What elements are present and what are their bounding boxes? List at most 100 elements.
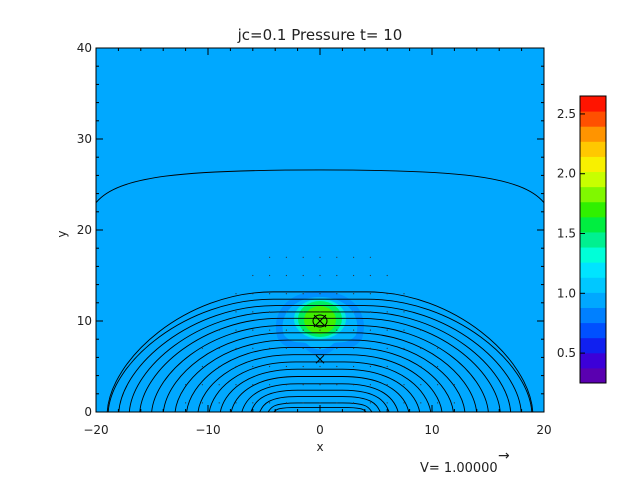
field-line [162,332,478,412]
vector-dot [201,347,203,349]
colorbar-swatch [580,292,606,308]
vector-dot [353,293,355,295]
vector-dot [403,329,405,331]
colorbar-swatch [580,216,606,233]
vector-dot [420,347,422,349]
chart-title: jc=0.1 Pressure t= 10 [237,26,403,44]
colorbar-swatch [580,186,606,203]
o-point-cross [313,314,327,328]
vector-dot [369,384,371,386]
vector-dot [285,402,287,404]
vector-dot [403,365,405,368]
field-line [107,298,533,412]
vector-dot [269,274,271,277]
vector-dot [386,311,388,313]
vector-dot [302,347,304,349]
vector-dot [285,311,287,313]
vector-dot [269,347,271,349]
y-tick-label: 30 [77,132,92,146]
vector-dot [353,256,355,258]
vector-dot [353,347,355,349]
vector-dot [369,402,371,404]
colorbar-swatch [580,201,606,218]
vector-dot [369,329,371,331]
vector-dot [302,329,304,331]
x-tick-label: −20 [83,423,108,437]
vector-dot [285,384,287,386]
vector-dot [386,329,388,331]
vector-dot [235,384,237,386]
x-axis-label: x [316,440,323,454]
vector-dot [252,329,254,331]
vector-dot [252,365,254,368]
y-tick-label: 0 [84,405,92,419]
colorbar-swatch [580,111,606,127]
field-line [186,346,454,412]
field-line [118,305,522,412]
vector-dot [403,311,405,313]
colorbar-swatch [580,156,606,173]
field-line [174,339,466,412]
vector-dot [218,365,220,368]
vector-dot [302,365,304,368]
colorbar-swatch [580,247,606,263]
vector-dot [319,293,321,295]
vector-dot [201,402,203,404]
vector-dot [403,384,405,386]
vector-dot [252,384,254,386]
vector-dot [269,329,271,331]
vector-dot [386,402,388,404]
vector-dot [336,365,338,368]
vector-dot [319,365,321,368]
field-line [106,291,534,412]
vector-dot [269,256,271,258]
field-line [250,389,390,412]
vector-dot [437,347,439,349]
field-line [259,396,381,412]
colorbar-swatch [580,307,606,324]
vector-dot [235,402,237,404]
vector-dot [336,256,338,258]
y-tick-label: 10 [77,314,92,328]
vector-dot [369,347,371,349]
vector-dot [235,329,237,331]
vector-dot [319,256,321,258]
x-point-marker [315,354,325,364]
vector-dot [369,256,371,258]
vector-dot [185,402,187,404]
vector-dot [369,293,371,295]
vector-dot [386,347,388,349]
vector-legend-label: V= 1.00000 [420,461,498,476]
pressure-background [96,48,544,412]
vector-dot [269,402,271,404]
vector-dot [285,365,287,368]
vector-dot [252,347,254,349]
vector-dot [235,365,237,368]
vector-dot [353,365,355,368]
vector-dot [218,384,220,386]
pressure-contour-peak [304,306,336,334]
vector-dot [302,311,304,313]
vector-dot [353,274,355,277]
vector-legend-arrow: → [498,448,510,464]
vector-dot [420,365,422,368]
vector-dot [336,311,338,313]
vector-dot [218,347,220,349]
x-tick-label: 20 [536,423,551,437]
vector-dot [386,274,388,277]
vector-dot [420,384,422,386]
vector-dot [319,402,321,404]
vector-dot [302,256,304,258]
colorbar-tick-label: 2.5 [557,107,576,121]
vector-dot [302,384,304,386]
vector-dot [285,274,287,277]
field-line [230,376,410,412]
colorbar-tick-label: 0.5 [557,346,576,360]
vector-dot [319,347,321,349]
vector-dot [336,402,338,404]
vector-dot [336,293,338,295]
vector-dot [285,293,287,295]
vector-dot [252,293,254,295]
o-point-marker [312,314,328,328]
